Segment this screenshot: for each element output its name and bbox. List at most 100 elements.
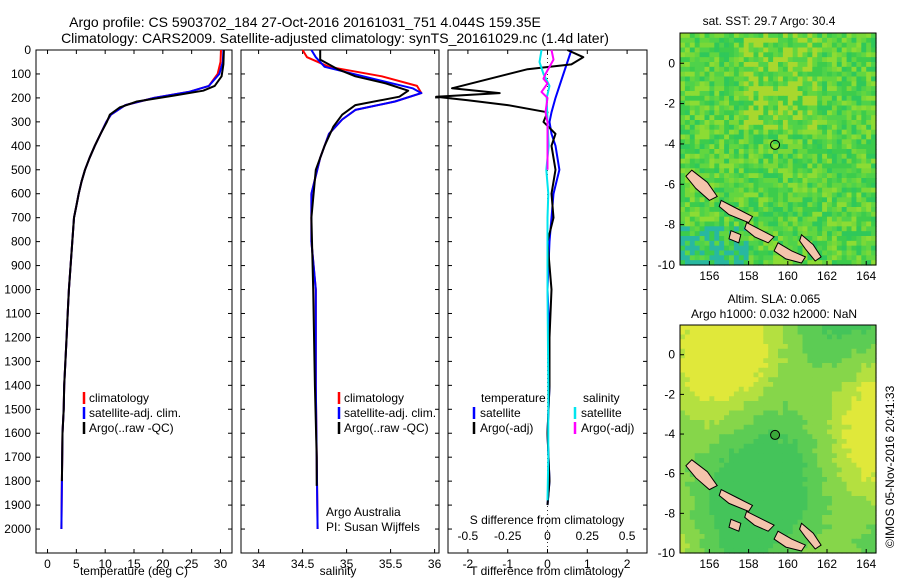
map-cell [704, 231, 710, 237]
map-cell [724, 372, 730, 378]
map-cell [758, 329, 764, 336]
map-cell [866, 367, 872, 374]
map-cell [738, 458, 745, 464]
map-cell [719, 486, 725, 492]
map-cell [738, 363, 745, 369]
map-cell [802, 153, 808, 160]
map-cell [861, 202, 867, 208]
map-cell [841, 37, 848, 44]
map-cell [704, 62, 710, 68]
map-cell [792, 91, 799, 97]
map-cell [782, 139, 789, 145]
map-cell [758, 401, 764, 407]
map-cell [866, 334, 872, 340]
y-tick-label: 100 [11, 67, 31, 81]
map-cell [861, 139, 867, 145]
map-cell [748, 329, 755, 336]
map-cell [699, 221, 706, 227]
map-cell [768, 211, 774, 218]
map-cell [827, 348, 833, 355]
map-cell [729, 52, 735, 58]
map-cell [812, 415, 818, 421]
map-cell [753, 221, 759, 227]
map-cell [773, 448, 779, 454]
map-cell [748, 462, 755, 469]
map-cell [689, 197, 696, 203]
map-cell [861, 448, 867, 454]
map-cell [827, 192, 833, 198]
map-cell [802, 329, 808, 336]
map-cell [841, 124, 848, 131]
map-cell [817, 534, 823, 540]
map-cell [753, 95, 759, 102]
map-cell [724, 149, 730, 155]
map-cell [817, 429, 823, 435]
map-cell [719, 510, 725, 516]
map-cell [709, 149, 715, 155]
map-cell [738, 124, 745, 131]
map-cell [841, 481, 848, 488]
map-cell [856, 226, 862, 232]
map-cell [704, 240, 710, 247]
map-cell [699, 255, 706, 261]
map-cell [724, 163, 730, 169]
map-cell [851, 420, 857, 426]
map-cell [822, 158, 828, 165]
map-cell [763, 245, 769, 252]
map-cell [787, 401, 794, 407]
map-cell [704, 71, 710, 78]
map-cell [743, 149, 750, 155]
map-cell [714, 453, 720, 459]
map-cell [773, 110, 779, 116]
map-cell [782, 443, 789, 450]
map-cell [802, 144, 808, 150]
map-cell [802, 353, 808, 359]
map-cell [822, 221, 828, 227]
map-cell [714, 236, 720, 242]
map-cell [797, 211, 804, 218]
map-cell [871, 401, 877, 407]
map-cell [758, 481, 764, 488]
map-cell [866, 458, 872, 464]
map-cell [787, 95, 794, 102]
map-cell [871, 173, 877, 179]
map-cell [836, 486, 843, 492]
map-cell [851, 372, 857, 378]
map-cell [773, 353, 779, 359]
map-cell [871, 144, 877, 150]
x2-tick-label: 0.25 [576, 529, 600, 543]
map-cell [743, 548, 750, 554]
map-cell [861, 524, 867, 530]
map-cell [797, 178, 804, 184]
map-cell [768, 363, 774, 369]
map-cell [684, 33, 691, 39]
map-cell [797, 515, 804, 521]
map-cell [753, 415, 759, 421]
map-cell [733, 329, 740, 336]
map-cell [792, 467, 799, 473]
map-cell [689, 182, 696, 189]
map-cell [851, 339, 857, 345]
map-cell [851, 226, 857, 232]
map-cell [748, 491, 755, 497]
map-cell [851, 401, 857, 407]
map-cell [797, 52, 804, 58]
map-cell [846, 510, 853, 516]
map-cell [719, 363, 725, 369]
legend-satellite: satellite-adj. clim. [89, 406, 181, 420]
map-cell [714, 134, 720, 140]
map-cell [841, 467, 848, 473]
map-cell [758, 491, 764, 497]
map-cell [856, 216, 862, 223]
map-cell [689, 134, 696, 140]
map-cell [699, 245, 706, 252]
map-cell [729, 153, 735, 160]
map-cell [856, 510, 862, 516]
map-cell [763, 500, 769, 507]
map-cell [733, 240, 740, 247]
map-cell [861, 221, 867, 227]
map-cell [748, 168, 755, 174]
map-cell [694, 153, 701, 160]
map-cell [778, 467, 784, 473]
